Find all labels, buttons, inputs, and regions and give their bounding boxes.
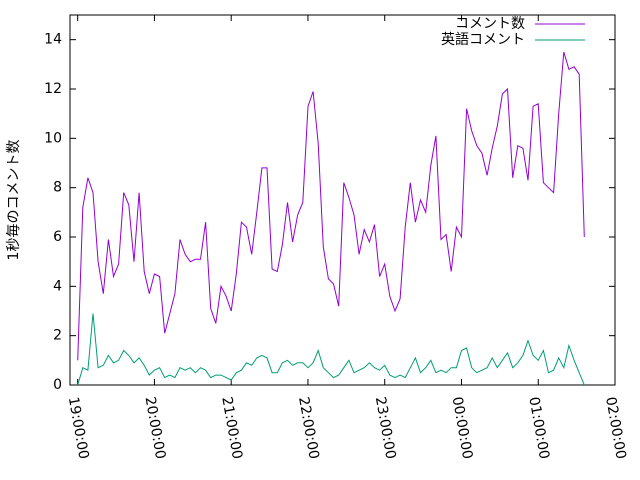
legend-label: 英語コメント bbox=[441, 31, 525, 48]
plot-frame bbox=[69, 14, 616, 386]
y-tick-label: 8 bbox=[53, 180, 62, 196]
x-tick-label: 23:00:00 bbox=[372, 396, 399, 461]
y-axis-label: 1秒毎のコメント数 bbox=[6, 140, 22, 261]
x-tick-label: 19:00:00 bbox=[65, 396, 92, 461]
y-tick-label: 0 bbox=[53, 377, 62, 393]
y-tick-label: 12 bbox=[44, 81, 62, 97]
x-tick-label: 20:00:00 bbox=[142, 396, 169, 461]
y-tick-label: 6 bbox=[53, 229, 62, 245]
x-tick-label: 21:00:00 bbox=[218, 396, 245, 461]
y-tick-label: 2 bbox=[53, 328, 62, 344]
x-tick-label: 22:00:00 bbox=[295, 396, 322, 461]
x-tick-label: 02:00:00 bbox=[602, 396, 629, 461]
x-tick-label: 00:00:00 bbox=[449, 396, 476, 461]
y-tick-label: 10 bbox=[44, 130, 62, 146]
series-line bbox=[77, 313, 585, 386]
x-tick-label: 01:00:00 bbox=[525, 396, 552, 461]
legend-label: コメント数 bbox=[455, 16, 525, 32]
y-tick-label: 4 bbox=[53, 278, 62, 294]
y-tick-label: 14 bbox=[44, 32, 62, 48]
series-line bbox=[77, 51, 585, 361]
